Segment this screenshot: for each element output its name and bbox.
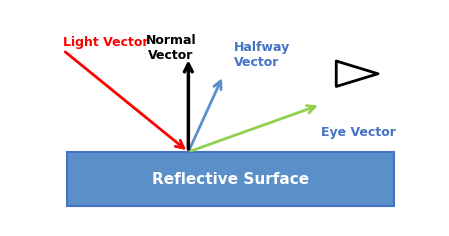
Text: Light Vector: Light Vector xyxy=(63,36,149,49)
FancyBboxPatch shape xyxy=(66,152,394,206)
Text: Normal
Vector: Normal Vector xyxy=(145,34,196,62)
Text: Reflective Surface: Reflective Surface xyxy=(152,172,308,187)
Text: Eye Vector: Eye Vector xyxy=(321,126,396,139)
Text: Halfway
Vector: Halfway Vector xyxy=(233,41,290,69)
